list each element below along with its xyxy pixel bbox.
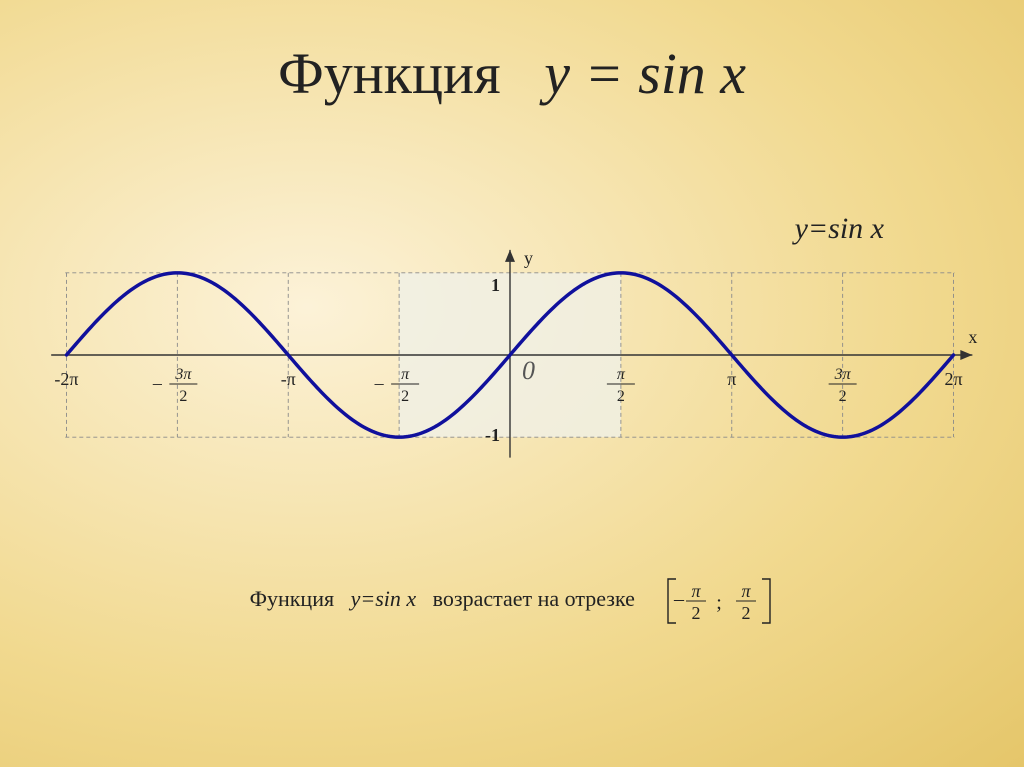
svg-text:2: 2 — [617, 388, 625, 405]
svg-text:-π: -π — [281, 369, 296, 389]
svg-text:3π: 3π — [834, 366, 852, 383]
caption-suffix: возрастает на отрезке — [433, 586, 635, 611]
svg-text:2: 2 — [839, 388, 847, 405]
slide: Функция y = sin x y=sin x 0yx1-1-2π–3π2-… — [0, 0, 1024, 767]
svg-text:–: – — [152, 373, 163, 393]
svg-text:π: π — [727, 369, 736, 389]
caption: Функция y=sin x возрастает на отрезке –π… — [0, 575, 1024, 627]
svg-text:2π: 2π — [944, 369, 962, 389]
svg-text:–: – — [673, 588, 685, 610]
svg-text:x: x — [968, 327, 977, 347]
title-formula: y = sin x — [544, 41, 746, 106]
caption-formula: y=sin x — [351, 586, 417, 611]
svg-text:2: 2 — [179, 388, 187, 405]
interval-box: –π2;π2 — [664, 575, 774, 627]
svg-text:2: 2 — [742, 603, 751, 623]
title-text: Функция — [278, 41, 501, 106]
svg-text:π: π — [401, 366, 410, 383]
svg-text:-2π: -2π — [54, 369, 78, 389]
svg-text:–: – — [374, 373, 385, 393]
page-title: Функция y = sin x — [0, 40, 1024, 107]
svg-text:;: ; — [717, 592, 723, 614]
sine-chart: 0yx1-1-2π–3π2-π–π2π2π3π22π — [30, 240, 990, 470]
svg-text:-1: -1 — [485, 425, 500, 445]
svg-text:3π: 3π — [174, 366, 192, 383]
svg-text:π: π — [742, 581, 752, 601]
svg-text:y: y — [524, 248, 533, 268]
svg-text:2: 2 — [401, 388, 409, 405]
svg-text:1: 1 — [491, 275, 500, 295]
svg-text:π: π — [617, 366, 626, 383]
svg-text:π: π — [692, 581, 702, 601]
svg-text:0: 0 — [522, 356, 535, 385]
svg-text:2: 2 — [692, 603, 701, 623]
caption-prefix: Функция — [250, 586, 335, 611]
